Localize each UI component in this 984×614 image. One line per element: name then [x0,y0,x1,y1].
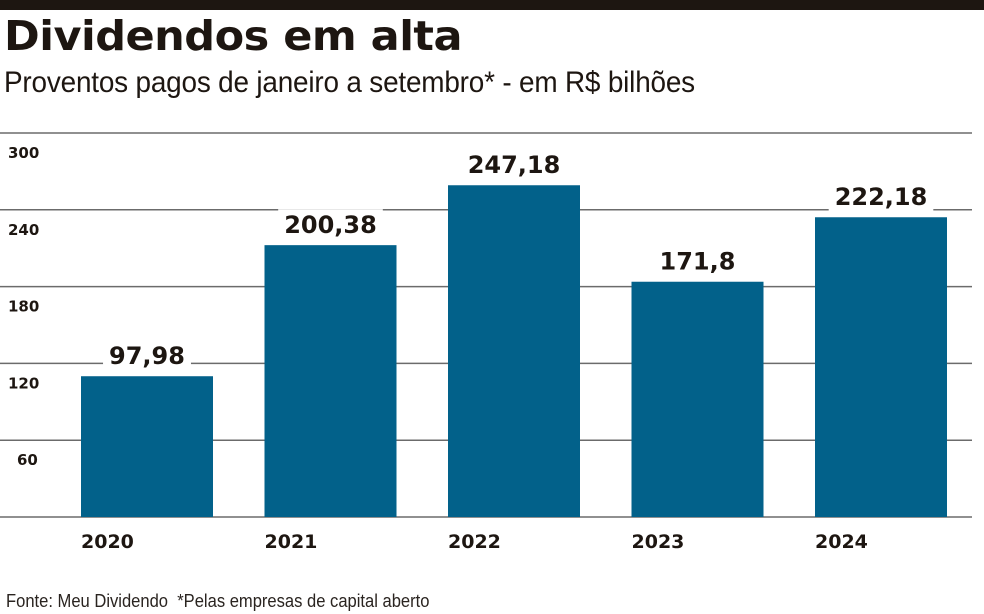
value-label-2022: 247,18 [468,151,561,179]
top-rule [0,0,984,10]
y-tick-label-240: 240 [8,221,39,239]
x-axis-ticks: 2020 2021 2022 2023 2024 [81,531,868,553]
bars [81,185,947,517]
chart-footer: Fonte: Meu Dividendo *Pelas empresas de … [6,589,429,613]
chart-subtitle: Proventos pagos de janeiro a setembro* -… [4,66,695,99]
value-label-2024: 222,18 [835,183,928,211]
footnote: *Pelas empresas de capital aberto [177,591,430,611]
value-label-bg-2024 [828,181,934,212]
bar-2024 [815,217,947,517]
value-label-2020: 97,98 [109,342,185,370]
x-tick-label-2022: 2022 [448,531,501,553]
y-tick-label-120: 120 [8,374,39,392]
source-note: Fonte: Meu Dividendo [6,591,169,611]
value-label-bg-2023 [653,245,742,276]
value-labels: 97,98 200,38 247,18 171,8 222,18 [103,149,934,371]
y-axis-ticks: 60 120 180 240 300 [8,144,39,469]
value-label-2021: 200,38 [284,211,377,239]
chart-title: Dividendos em alta [4,12,463,60]
y-tick-label-300: 300 [8,144,39,162]
value-label-bg-2021 [278,209,383,240]
bar-2021 [264,245,397,517]
x-tick-label-2020: 2020 [81,531,134,553]
x-tick-label-2021: 2021 [265,531,318,553]
value-label-2023: 171,8 [660,248,736,276]
bar-2022 [448,185,580,517]
y-tick-label-180: 180 [8,298,39,316]
bar-2023 [631,281,764,517]
value-label-bg-2020 [103,340,191,371]
x-tick-label-2024: 2024 [815,531,868,553]
bar-2020 [81,376,213,517]
y-tick-label-60: 60 [17,451,38,469]
value-label-bg-2022 [461,149,567,180]
x-tick-label-2023: 2023 [632,531,685,553]
